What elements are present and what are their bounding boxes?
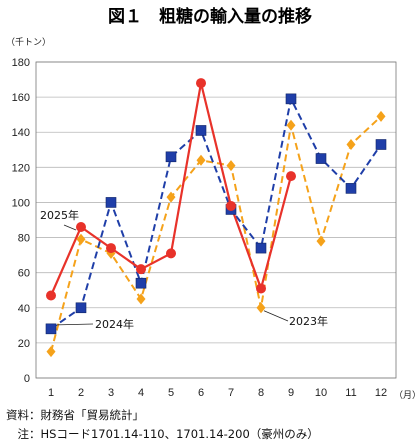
- series-line-2023年: [50, 115, 382, 352]
- point-2024年-8: [255, 242, 267, 254]
- point-2023年-9: [286, 119, 296, 131]
- point-2024年-4: [135, 277, 147, 289]
- series-markers: [45, 78, 387, 358]
- x-tick-label-10: 10: [315, 387, 327, 399]
- point-2023年-1: [46, 346, 56, 358]
- annotation-label-2023年: 2023年: [289, 314, 328, 328]
- point-2023年-10: [316, 235, 326, 247]
- point-2024年-1: [45, 323, 57, 335]
- annotation-leader-2025年: [63, 224, 77, 231]
- x-tick-label-11: 11: [345, 387, 356, 399]
- point-2025年-2: [76, 222, 86, 233]
- point-2025年-3: [106, 243, 116, 254]
- source-note: 資料：財務省「貿易統計」: [6, 408, 144, 422]
- annotation-leader-2023年: [263, 310, 289, 322]
- y-tick-label-20: 20: [18, 338, 30, 350]
- annotations: 2025年 2024年 2023年: [40, 208, 328, 331]
- point-2023年-5: [166, 191, 176, 203]
- y-tick-label-140: 140: [12, 127, 30, 139]
- footnote: 注：HSコード1701.14-110、1701.14-200（豪州のみ）: [6, 427, 319, 441]
- x-tick-label-1: 1: [48, 387, 54, 399]
- point-2025年-9: [286, 171, 296, 182]
- series-line-2025年: [49, 82, 293, 296]
- plot-frame: [35, 61, 397, 379]
- y-tick-label-180: 180: [12, 57, 30, 69]
- series-line-2024年: [50, 97, 382, 330]
- y-tick-label-0: 0: [24, 373, 30, 385]
- point-2025年-4: [136, 264, 146, 275]
- point-2023年-2: [76, 233, 86, 245]
- point-2023年-4: [136, 293, 146, 305]
- point-2024年-9: [285, 93, 297, 105]
- x-tick-label-7: 7: [228, 387, 234, 399]
- chart-title: 図１ 粗糖の輸入量の推移: [108, 6, 312, 27]
- point-2025年-1: [46, 290, 56, 301]
- x-tick-label-4: 4: [138, 387, 144, 399]
- x-tick-label-5: 5: [168, 387, 174, 399]
- point-2023年-12: [376, 110, 386, 122]
- x-tick-label-6: 6: [198, 387, 204, 399]
- point-2024年-6: [195, 125, 207, 136]
- point-2025年-6: [196, 78, 206, 89]
- point-2023年-8: [256, 302, 266, 314]
- point-2023年-11: [346, 139, 356, 151]
- point-2024年-5: [165, 151, 177, 163]
- y-tick-label-60: 60: [18, 268, 30, 280]
- y-axis-unit: （千トン）: [6, 37, 51, 48]
- point-2023年-6: [196, 154, 206, 166]
- y-tick-label-40: 40: [18, 303, 30, 315]
- annotation-leader-2024年: [56, 323, 94, 326]
- grid: [36, 61, 396, 379]
- x-axis-unit: （月）: [394, 390, 420, 400]
- point-2024年-2: [75, 302, 87, 314]
- x-tick-label-2: 2: [78, 387, 84, 399]
- x-tick-label-8: 8: [258, 387, 264, 399]
- point-2025年-7: [226, 200, 236, 211]
- chart: 図１ 粗糖の輸入量の推移 （千トン） （月） 02040608010012014…: [6, 6, 420, 400]
- point-2024年-3: [105, 197, 117, 208]
- annotation-label-2024年: 2024年: [95, 317, 134, 331]
- y-tick-label-80: 80: [18, 233, 30, 245]
- y-tick-label-120: 120: [12, 162, 30, 174]
- point-2024年-10: [315, 153, 327, 164]
- point-2025年-5: [166, 248, 176, 259]
- point-2024年-12: [375, 139, 387, 150]
- y-tick-label-160: 160: [12, 92, 30, 104]
- x-tick-label-9: 9: [288, 387, 294, 399]
- series-lines: [49, 82, 382, 352]
- y-tick-label-100: 100: [12, 197, 30, 209]
- point-2025年-8: [256, 283, 266, 294]
- point-2024年-11: [345, 183, 357, 194]
- annotation-label-2025年: 2025年: [40, 208, 79, 222]
- x-tick-label-12: 12: [375, 387, 387, 399]
- point-2023年-7: [226, 160, 236, 172]
- x-tick-label-3: 3: [108, 387, 114, 399]
